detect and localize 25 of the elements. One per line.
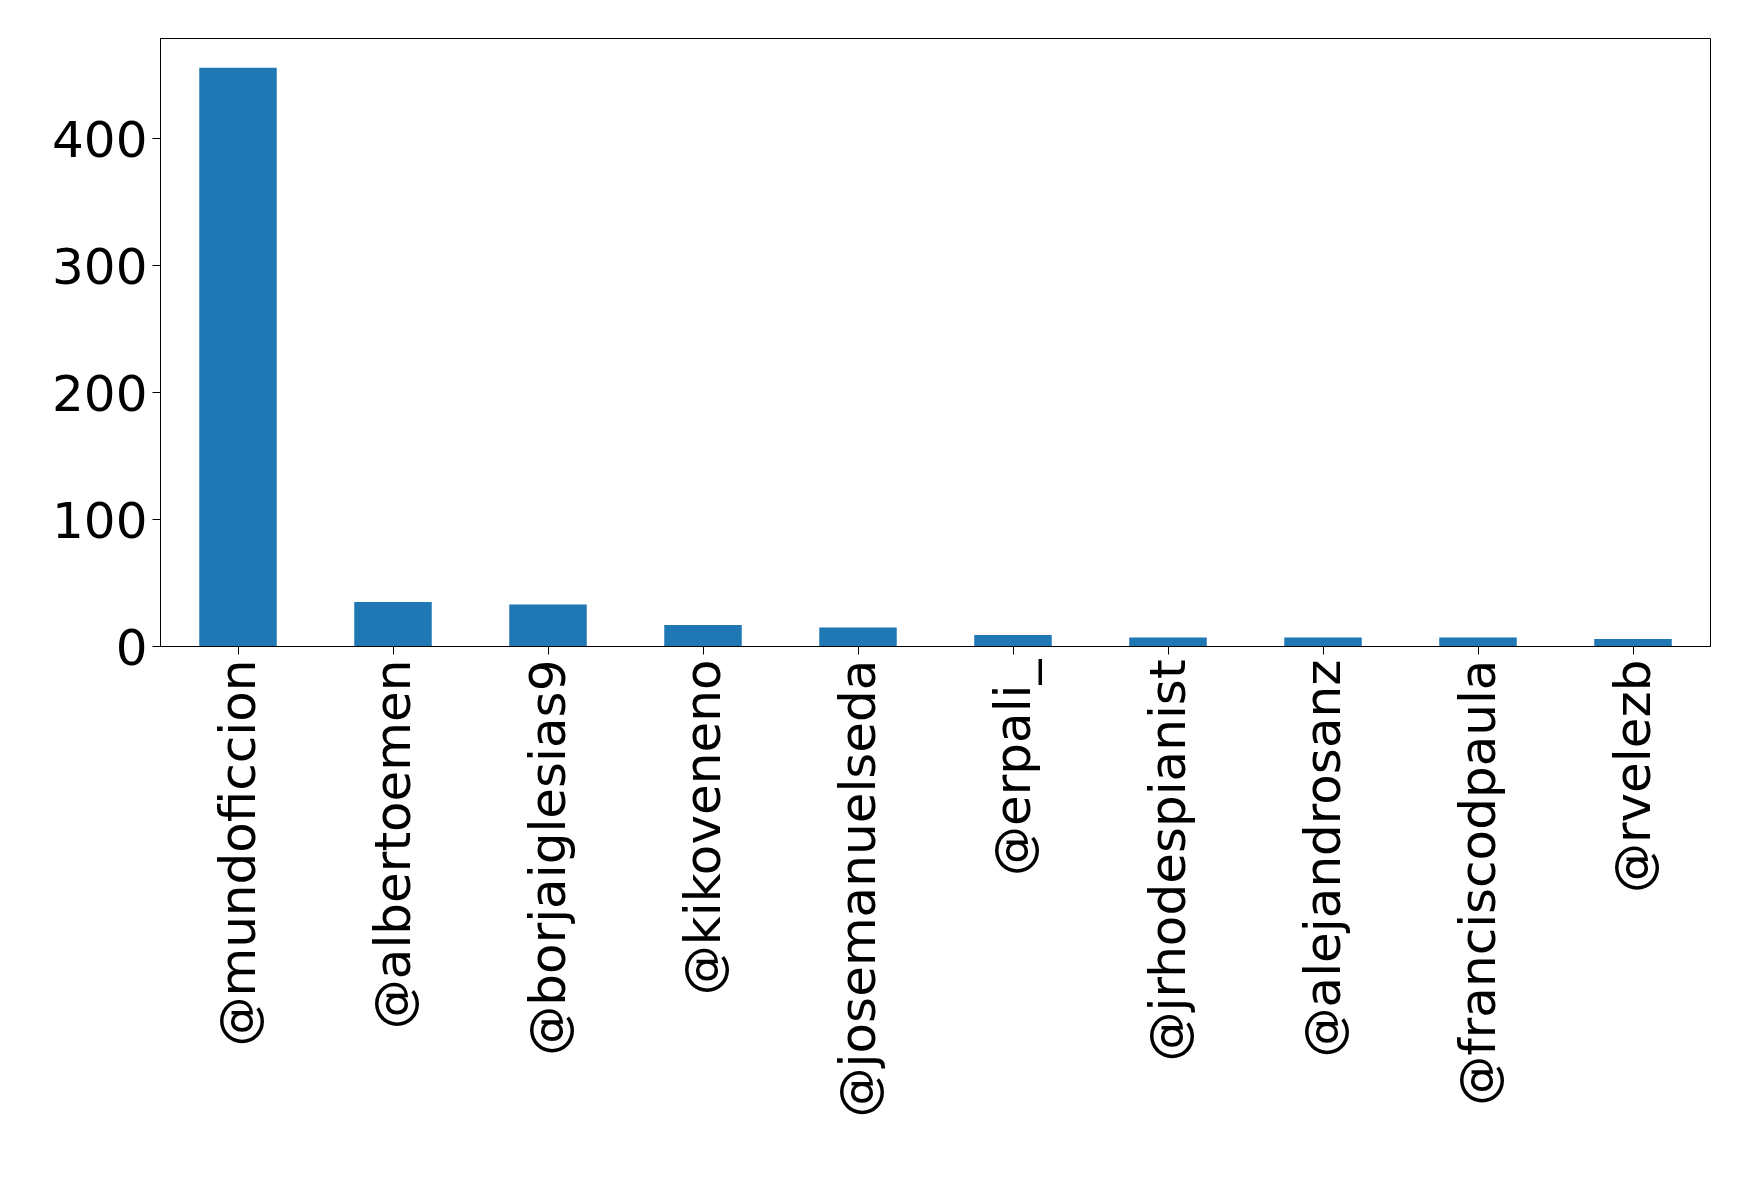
bar (664, 624, 742, 647)
x-tick-label: @rvelezb (1604, 659, 1662, 894)
bar (199, 67, 277, 647)
y-tick-label: 300 (52, 237, 148, 296)
bar (974, 635, 1052, 647)
bar (1129, 637, 1207, 647)
x-tick-label: @borjaiglesias9 (519, 659, 577, 1056)
x-tick-label: @albertoemen (364, 659, 422, 1030)
x-tick-label: @mundoficcion (209, 659, 267, 1047)
x-tick-label: @kikoveneno (674, 659, 732, 996)
bar (1439, 637, 1517, 647)
y-tick-label: 400 (52, 110, 148, 169)
y-tick-label: 100 (52, 491, 148, 550)
bar (1594, 638, 1672, 647)
bar (819, 627, 897, 647)
x-tick-label: @jrhodespianist (1139, 659, 1197, 1062)
x-tick-label: @erpali_ (984, 658, 1042, 876)
bar (509, 604, 587, 647)
bar (1284, 637, 1362, 647)
bar (354, 602, 432, 647)
x-tick-label: @franciscodpaula (1449, 659, 1507, 1106)
x-tick-label: @alejandrosanz (1294, 659, 1352, 1058)
x-tick-label: @josemanuelseda (829, 659, 887, 1118)
y-tick-label: 200 (52, 364, 148, 423)
y-tick-label: 0 (115, 618, 148, 677)
